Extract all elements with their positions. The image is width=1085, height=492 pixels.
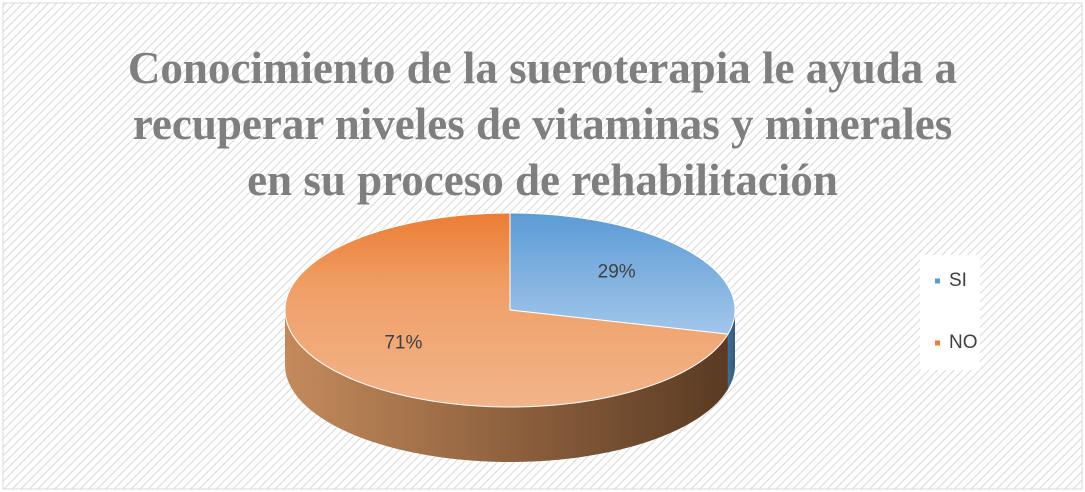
legend-marker — [935, 278, 940, 284]
data-label: 71% — [384, 333, 422, 354]
legend-box — [920, 255, 980, 370]
pie-slice — [284, 212, 729, 408]
chart-title: Conocimiento de la sueroterapia le ayuda… — [127, 43, 958, 205]
data-label: 29% — [598, 261, 636, 282]
legend-label: SI — [949, 270, 967, 291]
pie-slice — [509, 212, 736, 335]
legend-marker — [935, 340, 940, 346]
pie-slice-side — [727, 310, 735, 390]
legend-label: NO — [949, 332, 978, 353]
pie-slice-side — [285, 310, 728, 462]
